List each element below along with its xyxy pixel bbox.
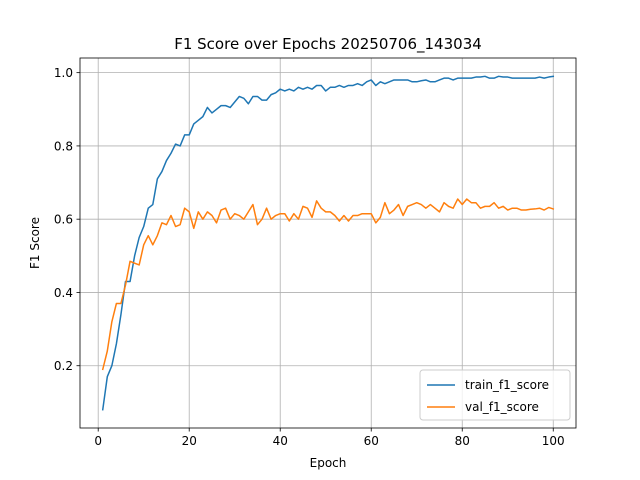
grid-lines	[80, 58, 576, 428]
x-tick-label: 60	[364, 434, 379, 448]
y-tick-label: 0.2	[54, 359, 73, 373]
plot-frame	[79, 57, 577, 429]
y-tick-label: 0.8	[54, 139, 73, 153]
plot-area	[80, 58, 576, 428]
legend-label-train: train_f1_score	[465, 378, 549, 392]
x-axis-ticks: 0 20 40 60 80 100	[94, 428, 565, 448]
x-axis-label: Epoch	[310, 456, 347, 470]
x-tick-label: 100	[542, 434, 565, 448]
x-tick-label: 0	[94, 434, 102, 448]
chart-title: F1 Score over Epochs 20250706_143034	[174, 35, 482, 54]
y-tick-label: 1.0	[54, 66, 73, 80]
legend: train_f1_score val_f1_score	[419, 369, 571, 421]
y-axis-ticks: 0.2 0.4 0.6 0.8 1.0	[54, 66, 80, 373]
series-line-val-f1-score	[101, 198, 555, 371]
x-tick-label: 40	[273, 434, 288, 448]
legend-label-val: val_f1_score	[465, 400, 539, 414]
series-line-train-f1-score	[101, 75, 555, 411]
y-tick-label: 0.4	[54, 286, 73, 300]
series-lines	[101, 75, 555, 411]
y-tick-label: 0.6	[54, 213, 73, 227]
y-axis-label: F1 Score	[28, 217, 42, 269]
legend-box	[419, 369, 571, 421]
x-tick-label: 80	[455, 434, 470, 448]
x-tick-label: 20	[182, 434, 197, 448]
